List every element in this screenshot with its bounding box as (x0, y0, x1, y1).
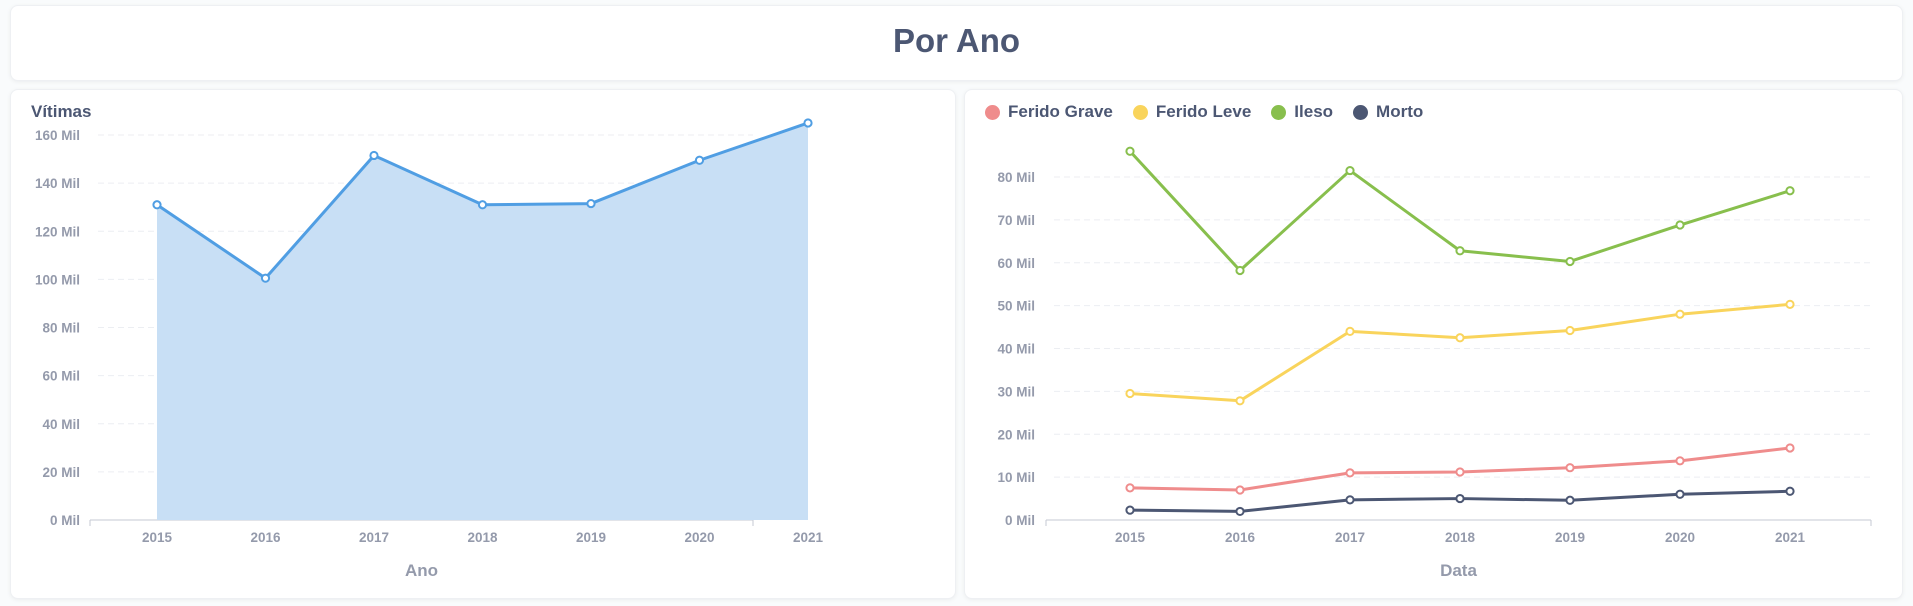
x-tick-label: 2020 (1665, 530, 1695, 545)
ferido-leve-data-point (1125, 388, 1135, 399)
y-tick-label: 140 Mil (35, 176, 80, 191)
ileso-data-point (1565, 256, 1575, 267)
x-tick-label: 2017 (359, 530, 389, 545)
legend-label-ferido-grave: Ferido Grave (1008, 102, 1113, 121)
y-tick-label: 60 Mil (997, 256, 1035, 271)
x-tick-label: 2018 (1445, 530, 1476, 545)
morto-data-point (1565, 495, 1575, 505)
vitimas-data-point (152, 200, 162, 210)
y-tick-label: 80 Mil (997, 170, 1035, 185)
legend-item-ileso[interactable]: Ileso (1271, 102, 1333, 122)
ferido-leve-data-point (1455, 333, 1465, 343)
legend-item-morto[interactable]: Morto (1353, 102, 1423, 122)
legend-dot-ferido-leve (1132, 104, 1148, 120)
victims-chart-title[interactable]: Vítimas (31, 102, 92, 121)
legend-dot-ferido-grave (985, 104, 1000, 120)
y-tick-label: 50 Mil (997, 299, 1035, 314)
ileso-data-point (1785, 186, 1795, 196)
legend-label-morto: Morto (1376, 102, 1424, 121)
x-tick-label: 2021 (1775, 530, 1806, 545)
y-tick-label: 120 Mil (35, 224, 80, 239)
chart-legend: Ferido Grave Ferido Leve Ileso Morto (985, 102, 1423, 122)
y-tick-label: 20 Mil (997, 427, 1035, 442)
ferido-grave-data-point (1785, 443, 1795, 453)
ileso-data-point (1235, 265, 1245, 276)
x-axis-title: Ano (405, 561, 438, 580)
morto-data-point (1785, 486, 1795, 496)
ferido-leve-data-point (1345, 326, 1355, 336)
legend-label-ferido-leve: Ferido Leve (1155, 102, 1252, 121)
y-tick-label: 0 Mil (1005, 513, 1035, 528)
ferido-leve-data-point (1785, 299, 1795, 309)
header-card: Por Ano (10, 5, 1903, 81)
y-tick-label: 60 Mil (42, 369, 80, 384)
ferido-grave-data-point (1565, 463, 1575, 473)
x-tick-label: 2015 (1115, 530, 1146, 545)
y-tick-label: 70 Mil (997, 213, 1035, 228)
ferido-grave-data-point (1235, 485, 1245, 495)
y-tick-label: 40 Mil (997, 342, 1035, 357)
x-tick-label: 2020 (684, 530, 714, 545)
ferido-grave-data-point (1125, 483, 1135, 493)
x-tick-label: 2017 (1335, 530, 1365, 545)
x-tick-label: 2016 (250, 530, 281, 545)
victims-chart-card: Vítimas 0 Mil 20 Mil 40 Mil 60 Mil 80 Mil 100… (10, 89, 956, 599)
y-tick-label: 80 Mil (42, 321, 80, 336)
ferido-grave-data-point (1345, 468, 1355, 478)
ileso-data-point (1345, 165, 1355, 176)
morto-data-point (1125, 505, 1135, 515)
y-tick-label: 20 Mil (42, 465, 80, 480)
vitimas-area-fill (157, 122, 808, 520)
y-tick-label: 160 Mil (35, 128, 80, 143)
y-tick-label: 40 Mil (42, 417, 80, 432)
legend-label-ileso: Ileso (1294, 102, 1334, 121)
morto-data-point (1455, 493, 1465, 504)
vitimas-data-point (694, 155, 705, 165)
y-tick-label: 100 Mil (35, 272, 80, 287)
severity-line-chart: 0 Mil 10 Mil 20 Mil 30 Mil 40 Mil 50 Mil 60 Mi… (997, 146, 1872, 580)
x-tick-label: 2021 (793, 530, 824, 545)
vitimas-data-point (803, 118, 813, 128)
x-tick-label: 2016 (1225, 530, 1256, 545)
x-axis-title: Data (1440, 561, 1477, 580)
legend-dot-morto (1353, 104, 1369, 120)
x-tick-label: 2019 (576, 530, 606, 545)
page-title: Por Ano (892, 22, 1021, 59)
legend-dot-ileso (1271, 104, 1287, 120)
ferido-grave-data-point (1455, 467, 1465, 477)
y-tick-label: 10 Mil (997, 470, 1035, 485)
x-tick-label: 2018 (467, 530, 498, 545)
vitimas-data-point (477, 200, 488, 210)
y-tick-label: 0 Mil (50, 513, 80, 528)
ferido-leve-data-point (1675, 309, 1685, 319)
y-tick-label: 30 Mil (997, 384, 1035, 399)
severity-chart-card: Ferido Grave Ferido Leve Ileso Morto 0 M… (964, 89, 1903, 599)
morto-data-point (1235, 506, 1245, 517)
morto-data-point (1675, 489, 1685, 499)
legend-item-ferido-leve[interactable]: Ferido Leve (1132, 102, 1252, 122)
legend-item-ferido-grave[interactable]: Ferido Grave (985, 102, 1113, 122)
x-tick-label: 2015 (142, 530, 173, 545)
ileso-data-point (1455, 246, 1465, 256)
morto-data-point (1345, 495, 1355, 505)
victims-area-chart: 0 Mil 20 Mil 40 Mil 60 Mil 80 Mil 100 Mil 120 … (35, 118, 824, 580)
ferido-leve-data-point (1565, 325, 1575, 336)
ileso-data-point (1125, 146, 1135, 156)
vitimas-data-point (260, 273, 271, 283)
vitimas-data-point (586, 198, 596, 209)
ferido-leve-data-point (1235, 396, 1245, 406)
vitimas-data-point (369, 150, 379, 161)
ferido-leve-series-line (1129, 302, 1791, 403)
ferido-grave-data-point (1675, 456, 1685, 466)
ileso-data-point (1675, 220, 1685, 230)
x-tick-label: 2019 (1555, 530, 1585, 545)
